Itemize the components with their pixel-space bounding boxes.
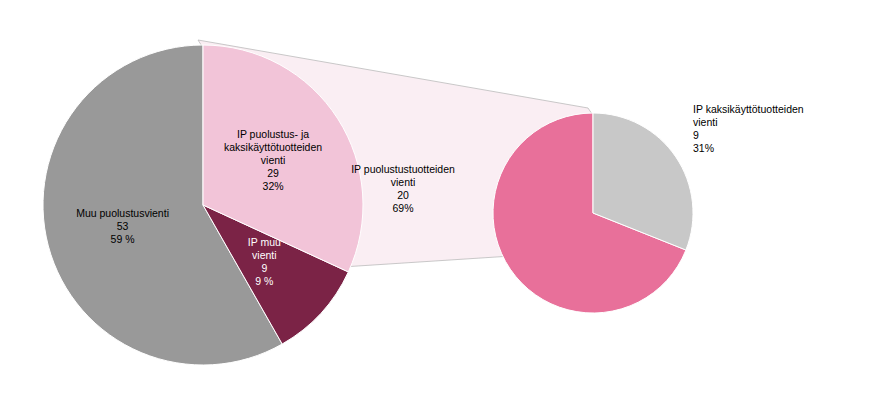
svg-text:IP puolustus- jakaksikäyttötuo: IP puolustus- jakaksikäyttötuotteidenvie…	[224, 128, 322, 192]
svg-text:IP kaksikäyttötuotteidenvienti: IP kaksikäyttötuotteidenvienti931%	[693, 103, 804, 154]
svg-text:IP puolustustuotteidenvienti20: IP puolustustuotteidenvienti2069%	[351, 163, 455, 214]
svg-text:IP muuvienti99 %: IP muuvienti99 %	[248, 236, 281, 287]
svg-text:Muu puolustusvienti5359 %: Muu puolustusvienti5359 %	[76, 207, 169, 245]
